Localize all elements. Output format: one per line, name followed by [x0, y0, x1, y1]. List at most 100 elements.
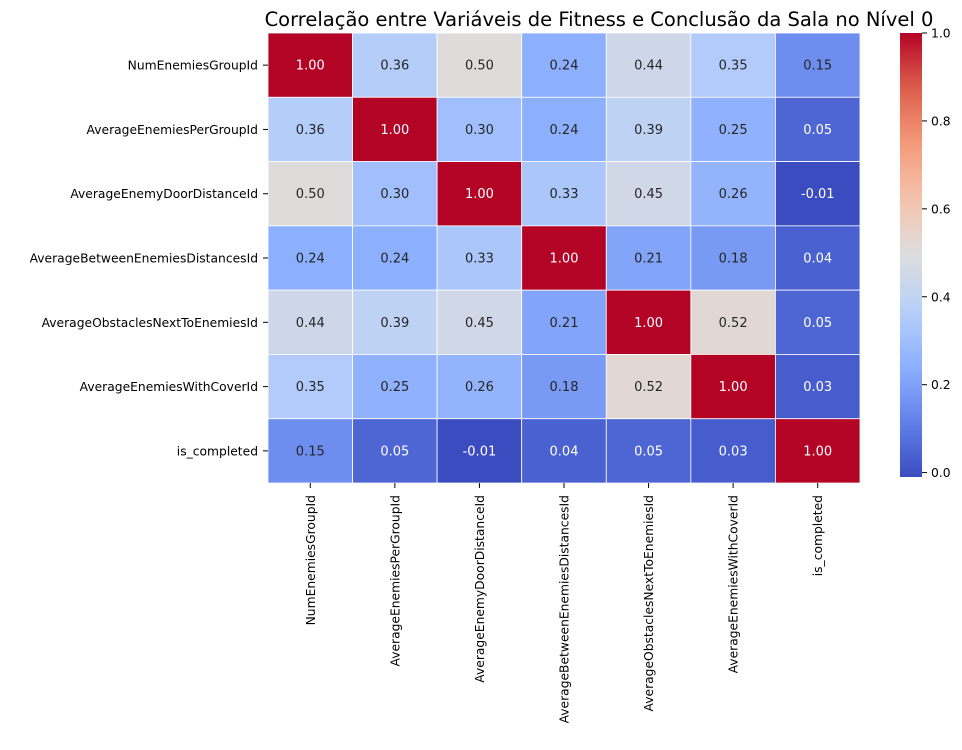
cell-value-label: 0.36 — [296, 123, 325, 138]
heatmap-cell — [605, 418, 692, 484]
heatmap-cells: 1.00 0.36 0.50 0.24 0.44 0.35 0.15 0.36 1.00 0.30… — [267, 32, 861, 484]
heatmap-cell — [436, 161, 523, 227]
cell-value-label: 0.39 — [380, 316, 409, 331]
cell-value-label: 0.33 — [465, 252, 494, 267]
heatmap-cell — [267, 161, 353, 227]
cell-value-label: 0.45 — [465, 316, 494, 331]
column-tick-label: AverageEnemiesWithCoverId — [727, 495, 741, 673]
cell-value-label: 0.04 — [550, 444, 579, 459]
cell-value-label: 1.00 — [719, 380, 748, 395]
heatmap-cell — [267, 225, 353, 291]
cell-value-label: 1.00 — [634, 316, 663, 331]
heatmap-cell — [436, 354, 523, 420]
cell-value-label: 0.25 — [380, 380, 409, 395]
heatmap-cell — [775, 96, 861, 162]
cell-value-label: 0.21 — [550, 316, 579, 331]
heatmap-cell — [521, 161, 607, 227]
row-labels: NumEnemiesGroupId AverageEnemiesPerGroupI… — [30, 59, 268, 458]
cell-value-label: 1.00 — [296, 59, 325, 74]
heatmap-cell — [436, 96, 523, 162]
heatmap-cell — [352, 354, 438, 420]
heatmap-cell — [267, 354, 353, 420]
cell-value-label: 0.33 — [550, 187, 579, 202]
heatmap-cell — [690, 225, 776, 291]
row-tick-label: is_completed — [177, 444, 258, 458]
heatmap-cell — [521, 32, 607, 98]
column-tick-label: AverageEnemyDoorDistanceId — [473, 495, 487, 683]
heatmap-cell — [436, 418, 523, 484]
cell-value-label: 0.03 — [719, 444, 748, 459]
heatmap-cell — [267, 418, 353, 484]
heatmap-cell — [775, 354, 861, 420]
cell-value-label: 0.24 — [550, 123, 579, 138]
heatmap-cell — [690, 96, 776, 162]
heatmap-cell — [605, 161, 692, 227]
cell-value-label: 0.05 — [380, 444, 409, 459]
cell-value-label: 0.21 — [634, 252, 663, 267]
column-labels: NumEnemiesGroupId AverageEnemiesPerGroupI… — [304, 483, 825, 723]
cell-value-label: 0.15 — [296, 444, 325, 459]
cell-value-label: 0.30 — [465, 123, 494, 138]
chart-title: Correlação entre Variáveis de Fitness e … — [265, 8, 934, 31]
cell-value-label: 0.44 — [634, 59, 663, 74]
row-tick-label: AverageEnemiesPerGroupId — [87, 123, 258, 137]
heatmap-cell — [436, 289, 523, 355]
cell-value-label: 0.26 — [719, 187, 748, 202]
cell-value-label: 1.00 — [380, 123, 409, 138]
cell-value-label: 0.52 — [634, 380, 663, 395]
cell-value-label: 0.05 — [634, 444, 663, 459]
column-tick-label: is_completed — [811, 495, 825, 576]
colorbar-tick-label: 0.2 — [931, 378, 951, 392]
colorbar-tick-label: 0.8 — [931, 114, 951, 128]
cell-value-label: 0.36 — [380, 59, 409, 74]
cell-value-label: 0.35 — [719, 59, 748, 74]
heatmap-cell — [352, 32, 438, 98]
cell-value-label: 0.52 — [719, 316, 748, 331]
heatmap-cell — [521, 354, 607, 420]
heatmap-cell — [267, 32, 353, 98]
colorbar: 0.0 0.2 0.4 0.6 0.8 1.0 — [900, 27, 951, 480]
cell-value-label: 0.35 — [296, 380, 325, 395]
column-tick-label: AverageBetweenEnemiesDistancesId — [558, 495, 572, 723]
column-tick-label: AverageEnemiesPerGroupId — [388, 495, 402, 666]
colorbar-tick-label: 0.4 — [931, 290, 951, 304]
cell-value-label: 0.04 — [803, 252, 832, 267]
cell-value-label: 0.44 — [296, 316, 325, 331]
heatmap-cell — [605, 96, 692, 162]
heatmap-cell — [775, 225, 861, 291]
heatmap-cell — [605, 354, 692, 420]
cell-value-label: 0.45 — [634, 187, 663, 202]
cell-value-label: 0.50 — [296, 187, 325, 202]
cell-value-label: 0.18 — [550, 380, 579, 395]
heatmap-cell — [690, 32, 776, 98]
heatmap-cell — [775, 289, 861, 355]
cell-value-label: 1.00 — [803, 444, 832, 459]
cell-value-label: -0.01 — [463, 444, 497, 459]
heatmap-cell — [521, 225, 607, 291]
column-tick-label: AverageObstaclesNextToEnemiesId — [642, 495, 656, 711]
cell-value-label: 0.26 — [465, 380, 494, 395]
colorbar-tick-label: 0.0 — [931, 466, 951, 480]
cell-value-label: 0.30 — [380, 187, 409, 202]
colorbar-tick-label: 0.6 — [931, 202, 951, 216]
heatmap-cell — [690, 418, 776, 484]
colorbar-gradient — [900, 33, 922, 477]
heatmap-cell — [267, 289, 353, 355]
heatmap-cell — [352, 225, 438, 291]
heatmap-cell — [521, 418, 607, 484]
row-tick-label: NumEnemiesGroupId — [128, 59, 258, 73]
cell-value-label: 0.50 — [465, 59, 494, 74]
row-tick-label: AverageEnemiesWithCoverId — [80, 380, 258, 394]
column-tick-label: NumEnemiesGroupId — [304, 495, 318, 625]
cell-value-label: 0.15 — [803, 59, 832, 74]
cell-value-label: 0.03 — [803, 380, 832, 395]
cell-value-label: -0.01 — [801, 187, 835, 202]
heatmap-cell — [775, 161, 861, 227]
cell-value-label: 0.05 — [803, 316, 832, 331]
cell-value-label: 0.25 — [719, 123, 748, 138]
row-tick-label: AverageBetweenEnemiesDistancesId — [30, 252, 258, 266]
row-tick-label: AverageObstaclesNextToEnemiesId — [42, 316, 258, 330]
cell-value-label: 0.24 — [550, 59, 579, 74]
